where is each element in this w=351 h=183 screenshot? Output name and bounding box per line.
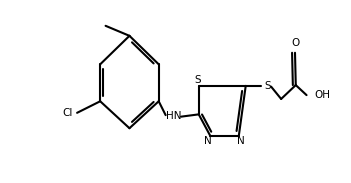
Text: S: S [195,75,201,85]
Text: OH: OH [314,90,330,100]
Text: HN: HN [166,111,181,121]
Text: Cl: Cl [63,108,73,118]
Text: S: S [264,81,271,91]
Text: N: N [237,136,245,146]
Text: O: O [291,38,299,48]
Text: N: N [204,136,212,146]
